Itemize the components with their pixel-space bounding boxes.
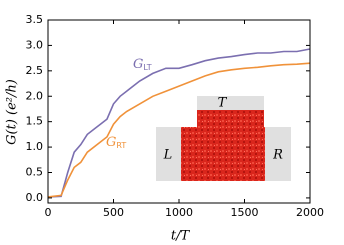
y-tick-label: 0.0 [26,191,44,204]
lead-right [264,127,291,181]
line [47,48,311,198]
series-label: GLT [133,57,152,72]
y-tick-label: 2.0 [26,89,44,102]
x-tick-label: 500 [103,206,124,219]
inset-label: L [163,148,173,163]
x-tick-label: 1500 [231,206,259,219]
y-tick-label: 1.0 [26,140,44,153]
lead-top [197,96,264,111]
series-label-name: G [133,57,143,72]
series-label-subscript: RT [116,141,126,150]
series-label-name: G [106,135,116,150]
y-axis-label: G(t) (e²/h) [5,79,20,145]
x-tick-label: 1000 [165,206,193,219]
series-label: GRT [106,135,126,150]
inset-label: T [218,96,228,111]
scattering-region [181,127,265,181]
y-tick-label: 1.5 [26,115,44,128]
y-tick-label: 2.5 [26,64,44,77]
x-tick-label: 2000 [296,206,324,219]
y-tick-label: 3.5 [26,13,44,26]
lead-left [156,127,182,181]
plot-frame [47,19,311,204]
y-tick-label: 3.0 [26,38,44,51]
y-tick-label: 0.5 [26,166,44,179]
x-axis-label: t/T [171,229,191,244]
line [47,62,311,198]
scattering-region [197,110,264,128]
series-label-subscript: LT [143,63,151,72]
x-tick-label: 0 [45,206,52,219]
inset: L R T [156,96,291,181]
inset-label: R [272,148,283,163]
